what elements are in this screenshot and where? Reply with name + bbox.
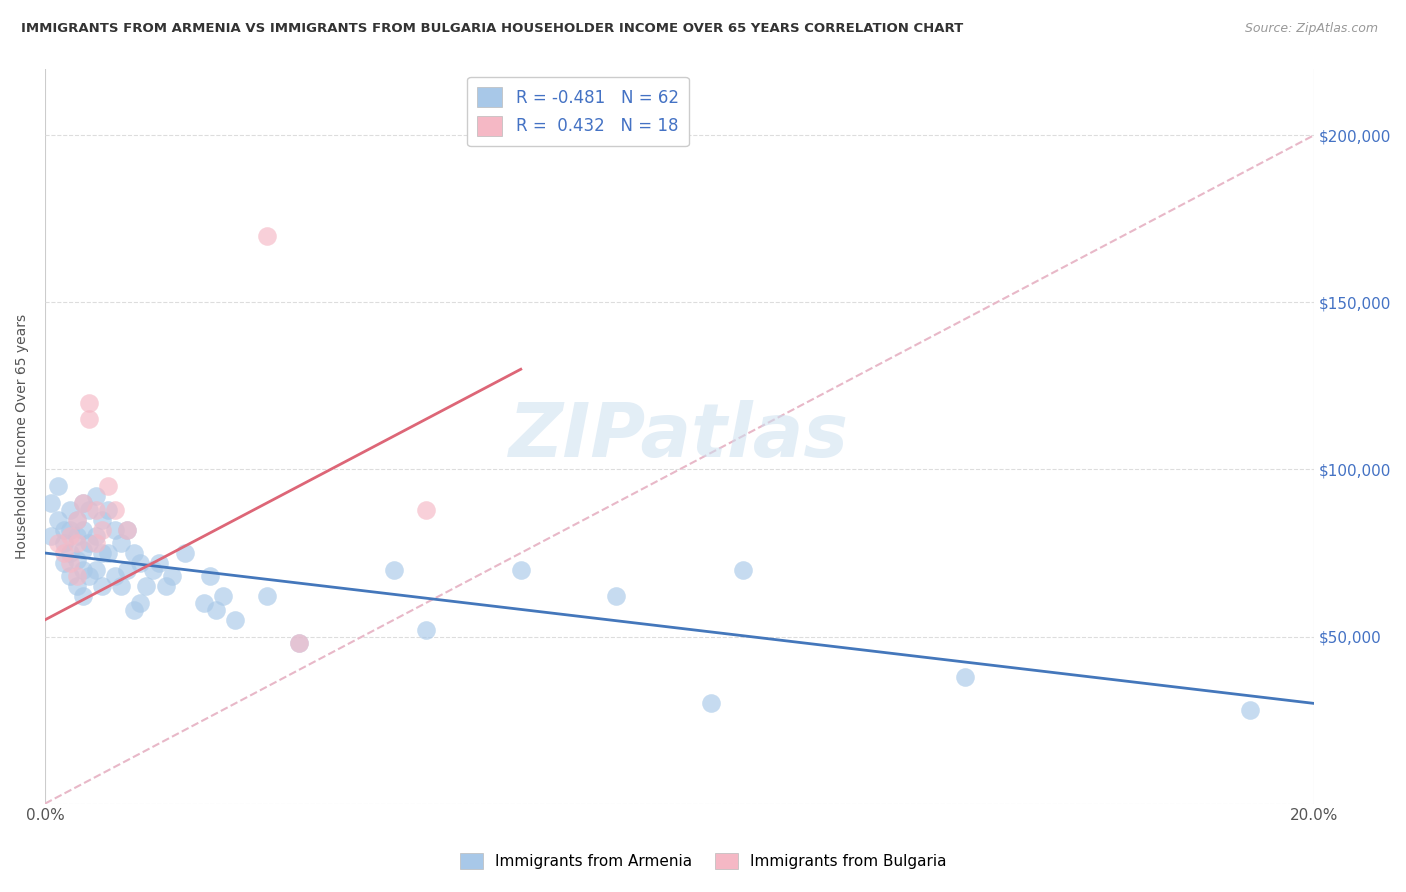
- Point: [72, 590, 94, 604]
- Point: [46, 479, 69, 493]
- Point: [46, 536, 69, 550]
- Point: [53, 536, 76, 550]
- Legend: Immigrants from Armenia, Immigrants from Bulgaria: Immigrants from Armenia, Immigrants from…: [454, 847, 952, 875]
- Point: [66, 552, 89, 566]
- Point: [72, 496, 94, 510]
- Point: [287, 636, 309, 650]
- Point: [605, 590, 627, 604]
- Point: [39, 496, 62, 510]
- Point: [211, 590, 233, 604]
- Text: Source: ZipAtlas.com: Source: ZipAtlas.com: [1244, 22, 1378, 36]
- Point: [205, 603, 228, 617]
- Point: [59, 569, 82, 583]
- Point: [66, 569, 89, 583]
- Point: [117, 523, 139, 537]
- Point: [53, 523, 76, 537]
- Point: [148, 556, 170, 570]
- Point: [382, 563, 405, 577]
- Point: [79, 536, 101, 550]
- Point: [160, 569, 183, 583]
- Point: [1239, 703, 1261, 717]
- Point: [66, 536, 89, 550]
- Point: [84, 536, 107, 550]
- Point: [84, 563, 107, 577]
- Point: [731, 563, 754, 577]
- Point: [59, 556, 82, 570]
- Point: [72, 496, 94, 510]
- Point: [129, 556, 152, 570]
- Point: [224, 613, 246, 627]
- Text: ZIPatlas: ZIPatlas: [509, 400, 849, 473]
- Point: [59, 523, 82, 537]
- Point: [66, 513, 89, 527]
- Point: [256, 228, 278, 243]
- Point: [66, 513, 89, 527]
- Point: [46, 513, 69, 527]
- Point: [155, 579, 177, 593]
- Point: [66, 579, 89, 593]
- Point: [110, 579, 132, 593]
- Point: [415, 502, 437, 516]
- Point: [79, 395, 101, 409]
- Point: [415, 623, 437, 637]
- Point: [91, 513, 114, 527]
- Point: [59, 546, 82, 560]
- Point: [953, 670, 976, 684]
- Point: [59, 502, 82, 516]
- Point: [173, 546, 195, 560]
- Point: [84, 489, 107, 503]
- Point: [198, 569, 221, 583]
- Point: [117, 563, 139, 577]
- Legend: R = -0.481   N = 62, R =  0.432   N = 18: R = -0.481 N = 62, R = 0.432 N = 18: [467, 77, 689, 146]
- Point: [509, 563, 531, 577]
- Point: [79, 569, 101, 583]
- Point: [84, 529, 107, 543]
- Point: [104, 569, 127, 583]
- Point: [91, 579, 114, 593]
- Point: [117, 523, 139, 537]
- Point: [700, 697, 723, 711]
- Point: [287, 636, 309, 650]
- Point: [72, 542, 94, 557]
- Point: [135, 579, 157, 593]
- Point: [59, 529, 82, 543]
- Point: [110, 536, 132, 550]
- Point: [53, 556, 76, 570]
- Y-axis label: Householder Income Over 65 years: Householder Income Over 65 years: [15, 313, 30, 558]
- Point: [72, 523, 94, 537]
- Point: [79, 502, 101, 516]
- Point: [97, 502, 120, 516]
- Point: [97, 546, 120, 560]
- Point: [193, 596, 215, 610]
- Point: [79, 412, 101, 426]
- Point: [91, 523, 114, 537]
- Point: [122, 546, 145, 560]
- Point: [104, 502, 127, 516]
- Text: IMMIGRANTS FROM ARMENIA VS IMMIGRANTS FROM BULGARIA HOUSEHOLDER INCOME OVER 65 Y: IMMIGRANTS FROM ARMENIA VS IMMIGRANTS FR…: [21, 22, 963, 36]
- Point: [256, 590, 278, 604]
- Point: [53, 546, 76, 560]
- Point: [84, 502, 107, 516]
- Point: [66, 529, 89, 543]
- Point: [122, 603, 145, 617]
- Point: [97, 479, 120, 493]
- Point: [142, 563, 165, 577]
- Point: [39, 529, 62, 543]
- Point: [72, 563, 94, 577]
- Point: [129, 596, 152, 610]
- Point: [91, 546, 114, 560]
- Point: [104, 523, 127, 537]
